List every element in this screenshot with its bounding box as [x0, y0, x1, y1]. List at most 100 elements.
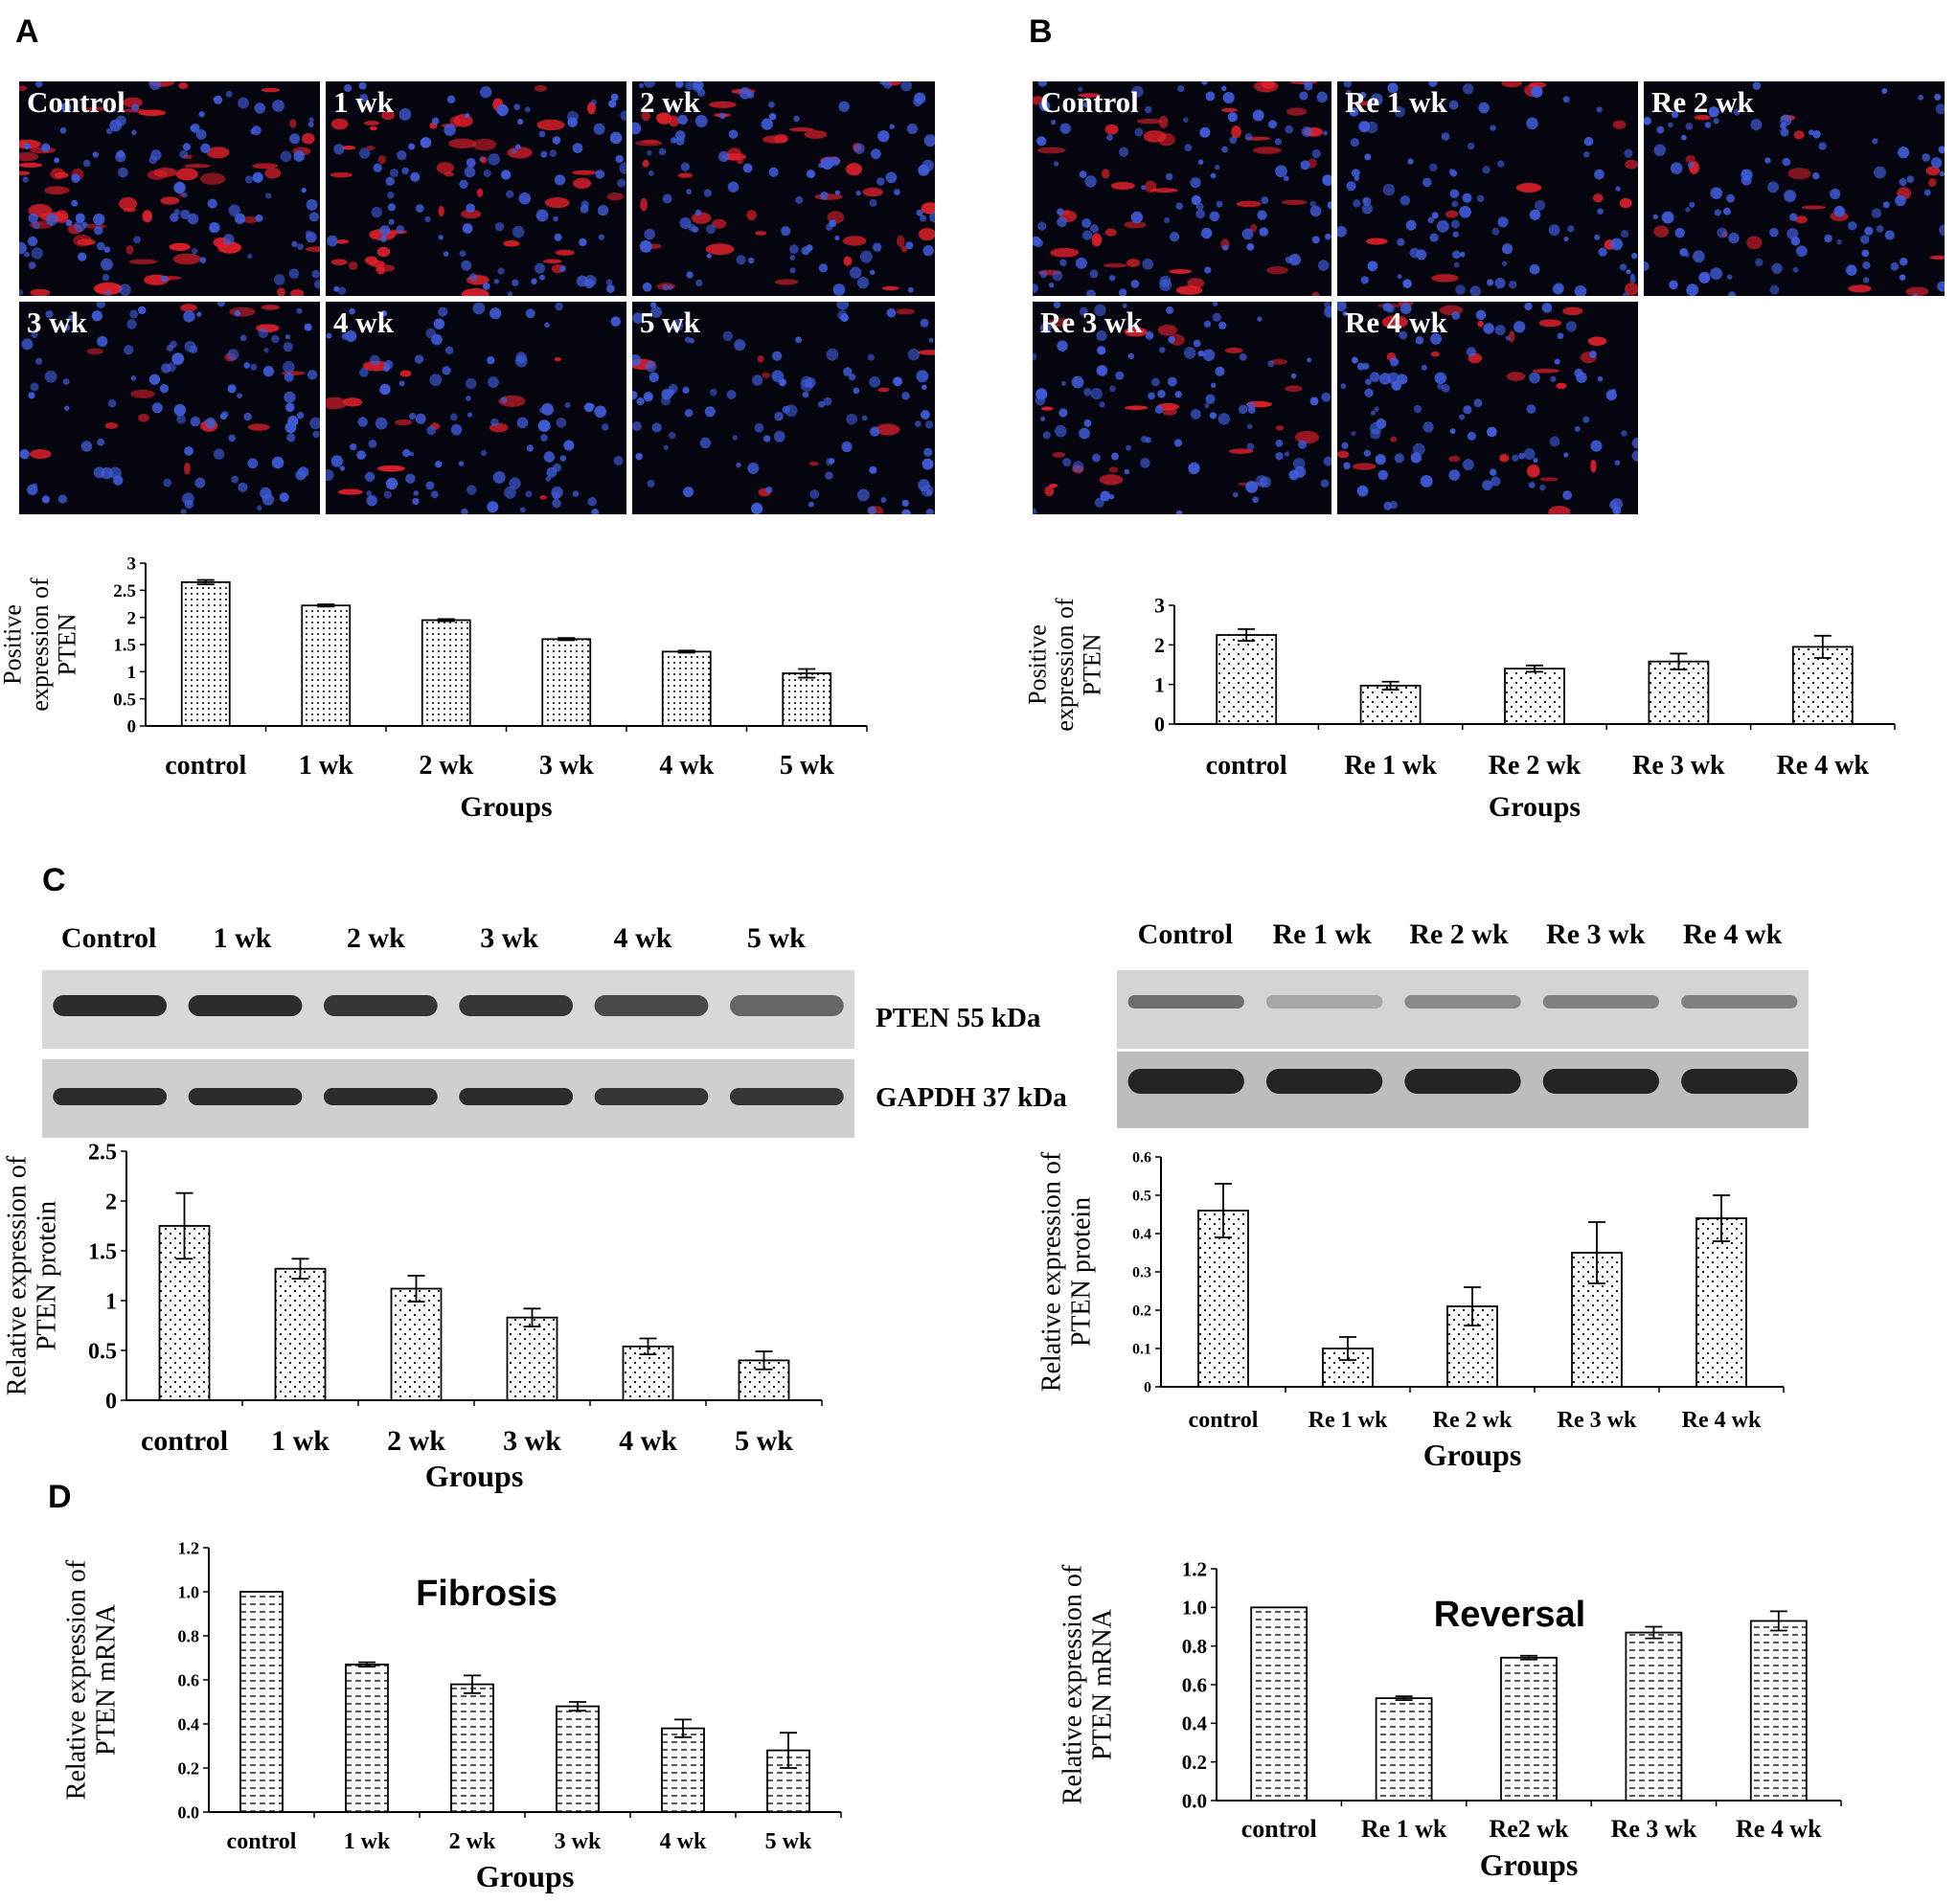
- stain-spot: [774, 279, 799, 285]
- nucleus-dot: [1786, 228, 1799, 240]
- nucleus-dot: [1548, 224, 1560, 237]
- micrograph-b-re1wk: Re 1 wk: [1337, 81, 1638, 296]
- y-tick-label: 0.3: [1132, 1265, 1151, 1281]
- nucleus-dot: [228, 204, 240, 216]
- nucleus-dot: [809, 489, 820, 500]
- nucleus-dot: [1459, 414, 1466, 420]
- nucleus-dot: [200, 143, 211, 154]
- stain-spot: [172, 253, 201, 265]
- nucleus-dot: [1539, 484, 1546, 491]
- y-axis-label: Positiveexpression ofPTEN: [0, 578, 81, 712]
- nucleus-dot: [1090, 387, 1103, 400]
- nucleus-dot: [1071, 375, 1084, 389]
- y-tick-label: 1.2: [1182, 1557, 1207, 1580]
- nucleus-dot: [1462, 83, 1474, 95]
- nucleus-dot: [920, 215, 927, 222]
- nucleus-dot: [1412, 442, 1425, 456]
- y-axis-label: Relative expression ofPTEN mRNA: [1058, 1564, 1118, 1804]
- x-tick-label: control: [141, 1425, 228, 1457]
- stain-spot: [804, 129, 828, 139]
- nucleus-dot: [1900, 257, 1908, 266]
- stain-spot: [1445, 210, 1459, 218]
- nucleus-dot: [825, 223, 833, 231]
- nucleus-dot: [1596, 106, 1603, 113]
- bar: [661, 650, 712, 727]
- nucleus-dot: [869, 269, 876, 276]
- nucleus-dot: [921, 410, 930, 419]
- nucleus-dot: [525, 308, 535, 319]
- nucleus-dot: [1692, 250, 1705, 263]
- nucleus-dot: [1343, 81, 1353, 88]
- nucleus-dot: [308, 212, 320, 222]
- nucleus-dot: [818, 263, 829, 273]
- stain-spot: [1746, 236, 1763, 250]
- nucleus-dot: [1205, 394, 1216, 404]
- nucleus-dot: [284, 391, 296, 403]
- blot-band: [1127, 995, 1244, 1009]
- nucleus-dot: [515, 351, 527, 364]
- nucleus-dot: [375, 417, 388, 430]
- nucleus-dot: [686, 189, 693, 195]
- nucleus-dot: [184, 446, 193, 456]
- nucleus-dot: [1378, 373, 1392, 385]
- micrograph-b-control: Control: [1033, 81, 1331, 296]
- x-axis-label: Groups: [476, 1859, 575, 1893]
- stain-spot: [1285, 385, 1303, 393]
- nucleus-dot: [524, 106, 531, 113]
- nucleus-dot: [1364, 388, 1374, 397]
- nucleus-dot: [514, 144, 521, 150]
- x-tick-label: Re 4 wk: [1682, 1408, 1762, 1433]
- blot-band: [1127, 1069, 1244, 1094]
- stain-spot: [175, 168, 198, 181]
- micrograph-label: Control: [27, 85, 125, 119]
- nucleus-dot: [62, 378, 70, 385]
- nucleus-dot: [907, 286, 914, 293]
- bar: [661, 1727, 705, 1813]
- nucleus-dot: [1402, 279, 1412, 288]
- stain-spot: [1556, 382, 1567, 390]
- nucleus-dot: [480, 85, 492, 99]
- stain-spot: [808, 462, 819, 466]
- nucleus-dot: [1497, 160, 1505, 168]
- nucleus-dot: [1053, 161, 1059, 167]
- bar: [180, 580, 231, 727]
- nucleus-dot: [1033, 283, 1038, 293]
- nucleus-dot: [541, 402, 554, 416]
- stain-spot: [125, 244, 134, 255]
- nucleus-dot: [885, 171, 898, 184]
- nucleus-dot: [781, 226, 791, 237]
- nucleus-dot: [1487, 426, 1497, 438]
- nucleus-dot: [636, 397, 645, 406]
- nucleus-dot: [683, 487, 694, 498]
- stain-spot: [1390, 436, 1398, 442]
- y-tick-label: 0: [1144, 1380, 1151, 1396]
- nucleus-dot: [1354, 175, 1359, 181]
- nucleus-dot: [1177, 84, 1185, 93]
- nucleus-dot: [306, 232, 317, 243]
- nucleus-dot: [1687, 161, 1695, 169]
- nucleus-dot: [57, 494, 68, 504]
- nucleus-dot: [1467, 431, 1476, 441]
- nucleus-dot: [1200, 227, 1213, 239]
- nucleus-dot: [1583, 136, 1594, 147]
- nucleus-dot: [1582, 416, 1590, 423]
- nucleus-dot: [1337, 226, 1347, 238]
- stain-spot: [264, 168, 282, 179]
- nucleus-dot: [373, 163, 382, 172]
- nucleus-dot: [1079, 427, 1090, 440]
- nucleus-dot: [148, 374, 161, 385]
- nucleus-dot: [1275, 439, 1284, 447]
- nucleus-dot: [313, 280, 320, 289]
- nucleus-dot: [1079, 306, 1088, 316]
- nucleus-dot: [124, 345, 134, 355]
- nucleus-dot: [789, 255, 796, 261]
- nucleus-dot: [1755, 258, 1764, 267]
- nucleus-dot: [1323, 302, 1331, 308]
- nucleus-dot: [1574, 368, 1583, 378]
- nucleus-dot: [1154, 405, 1164, 414]
- nucleus-dot: [252, 171, 263, 183]
- nucleus-dot: [906, 124, 919, 135]
- nucleus-dot: [1407, 158, 1414, 165]
- nucleus-dot: [487, 501, 499, 513]
- nucleus-dot: [1094, 497, 1104, 508]
